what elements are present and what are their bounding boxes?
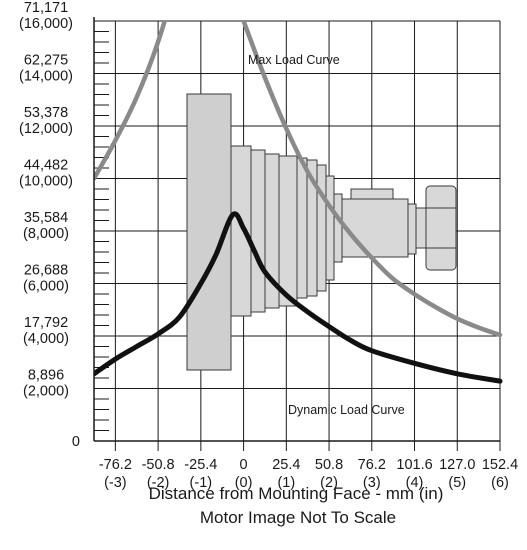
y-tick-label: 17,792	[24, 315, 68, 331]
y-tick-label: 53,378	[24, 105, 68, 121]
x-axis-label: Distance from Mounting Face - mm (in)	[149, 484, 444, 503]
x-tick-label: 25.4	[272, 457, 300, 473]
y-tick-sublabel: (2,000)	[23, 384, 69, 400]
y-tick-label: 62,275	[24, 52, 68, 68]
y-tick-label: 35,584	[24, 210, 68, 226]
y-tick-label: 26,688	[24, 263, 68, 279]
x-tick-sublabel: (1)	[277, 475, 295, 491]
y-tick-sublabel: (4,000)	[23, 331, 69, 347]
x-tick-label: 50.8	[315, 457, 343, 473]
x-tick-label: -76.2	[99, 457, 132, 473]
dynamic-load-curve	[94, 211, 503, 384]
labels: Max Load Curve Dynamic Load Curve Distan…	[19, 0, 518, 527]
x-tick-sublabel: (-1)	[190, 475, 213, 491]
max-load-curve-segment-1	[94, 21, 168, 181]
x-tick-sublabel: (3)	[363, 475, 381, 491]
chart-caption: Motor Image Not To Scale	[200, 508, 396, 527]
max-load-curve-label: Max Load Curve	[248, 53, 340, 67]
x-tick-sublabel: (-2)	[147, 475, 170, 491]
x-tick-sublabel: (6)	[491, 475, 509, 491]
x-tick-label: 127.0	[439, 457, 475, 473]
curves	[94, 21, 503, 384]
x-tick-label: -50.8	[142, 457, 175, 473]
motor-image	[186, 93, 457, 371]
x-tick-label: 101.6	[396, 457, 432, 473]
max-load-curve-segment-2	[241, 21, 503, 338]
x-tick-sublabel: (0)	[235, 475, 253, 491]
x-tick-sublabel: (4)	[406, 475, 424, 491]
y-tick-sublabel: (14,000)	[19, 68, 73, 84]
x-tick-sublabel: (-3)	[104, 475, 127, 491]
y-tick-sublabel: (10,000)	[19, 173, 73, 189]
y-tick-sublabel: (8,000)	[23, 226, 69, 242]
y-tick-label: 8,896	[28, 368, 64, 384]
axes	[93, 17, 500, 442]
y-tick-sublabel: (16,000)	[19, 16, 73, 32]
x-tick-sublabel: (5)	[448, 475, 466, 491]
x-tick-label: 0	[240, 457, 248, 473]
dynamic-load-curve-label: Dynamic Load Curve	[288, 403, 405, 417]
y-tick-sublabel: (12,000)	[19, 121, 73, 137]
y-tick-label: 0	[72, 434, 80, 450]
y-tick-sublabel: (6,000)	[23, 279, 69, 295]
x-tick-label: 76.2	[358, 457, 386, 473]
y-tick-label: 71,171	[24, 0, 68, 16]
x-tick-sublabel: (2)	[320, 475, 338, 491]
x-tick-label: 152.4	[482, 457, 518, 473]
y-tick-label: 44,482	[24, 157, 68, 173]
x-tick-label: -25.4	[184, 457, 217, 473]
